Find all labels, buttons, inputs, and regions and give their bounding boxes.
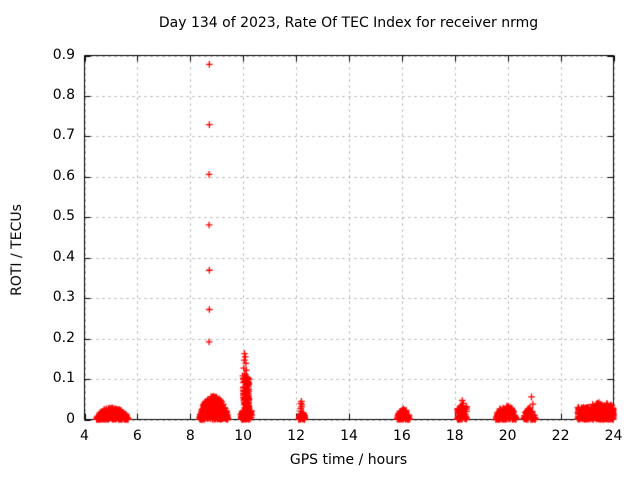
y-tick-label: 0.4 xyxy=(52,248,75,265)
y-tick-label: 0.2 xyxy=(52,329,75,346)
x-tick-label: 4 xyxy=(80,428,89,444)
y-tick-label: 0 xyxy=(66,410,75,427)
y-tick-label: 0.7 xyxy=(52,127,75,144)
y-tick-label: 0.6 xyxy=(52,167,75,184)
x-tick-label: 10 xyxy=(234,428,253,444)
chart-title: Day 134 of 2023, Rate Of TEC Index for r… xyxy=(158,15,539,31)
y-tick-label: 0.8 xyxy=(52,86,75,103)
x-tick-label: 16 xyxy=(392,428,411,444)
y-tick-label: 0.9 xyxy=(52,46,75,63)
y-axis-title: ROTI / TECUs xyxy=(9,204,25,296)
y-tick-label: 0.3 xyxy=(52,289,75,306)
x-tick-label: 6 xyxy=(132,428,142,444)
x-tick-label: 20 xyxy=(498,428,517,444)
y-tick-label: 0.5 xyxy=(52,208,75,225)
x-tick-label: 12 xyxy=(287,428,305,444)
x-tick-label: 24 xyxy=(604,428,623,444)
x-tick-label: 14 xyxy=(340,428,358,444)
x-axis-title: GPS time / hours xyxy=(289,452,408,468)
x-tick-label: 8 xyxy=(185,428,195,444)
x-tick-label: 22 xyxy=(551,428,570,444)
x-tick-label: 18 xyxy=(445,428,464,444)
y-tick-label: 0.1 xyxy=(52,370,75,387)
